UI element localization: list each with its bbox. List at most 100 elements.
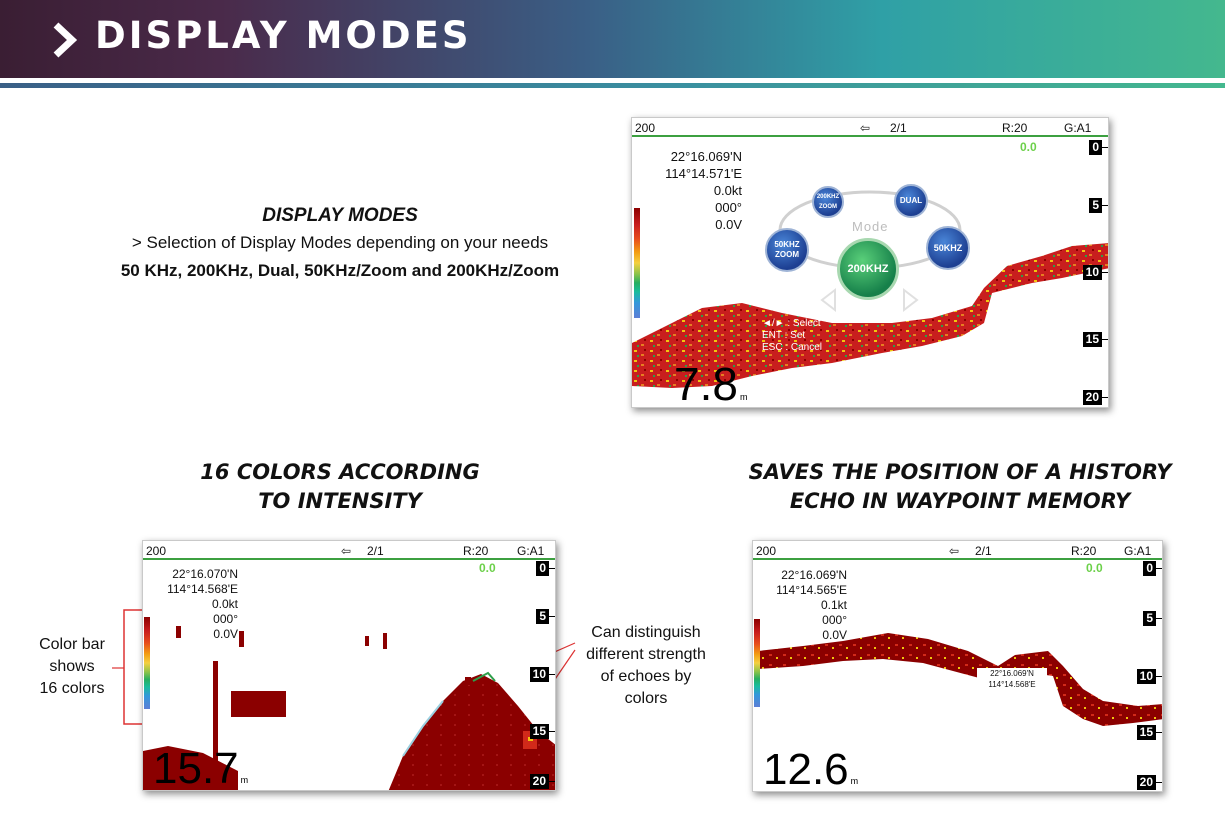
nav-info: 22°16.069'N 114°14.571'E 0.0kt 000° 0.0V [642, 148, 742, 233]
intro-description: > Selection of Display Modes depending o… [131, 233, 549, 252]
depth-value: 12.6 [763, 745, 849, 792]
gain-value: 0.0 [1020, 140, 1037, 154]
chevron-right-icon [53, 22, 78, 58]
depth-tick: 10 [1082, 265, 1108, 280]
frequency-label: 200 [756, 544, 777, 558]
key-hint: ◄/► : Select [762, 318, 821, 329]
depth-value: 15.7 [153, 744, 239, 791]
mode-50khz-zoom-button[interactable]: 50KHZ ZOOM [765, 228, 809, 272]
depth-tick: 0 [1089, 140, 1108, 155]
gain-value: 0.0 [479, 561, 496, 575]
latitude: 22°16.069'N [670, 149, 742, 164]
intro-title: DISPLAY MODES [262, 205, 418, 226]
latitude: 22°16.069'N [781, 568, 847, 582]
depth-tick: 5 [1089, 198, 1108, 213]
back-arrow-icon: ⇦ [341, 544, 352, 558]
mode-200khz-zoom-button[interactable]: 200KHZ ZOOM [812, 186, 844, 218]
depth-tick: 20 [1136, 775, 1162, 790]
mode-dual-button[interactable]: DUAL [894, 184, 928, 218]
page-indicator: 2/1 [367, 544, 384, 558]
depth-tick: 10 [529, 667, 555, 682]
range-label: R:20 [463, 544, 489, 558]
waypoint-longitude: 114°14.568'E [988, 680, 1036, 689]
intro-modes: 50 KHz, 200KHz, Dual, 50KHz/Zoom and 200… [120, 261, 560, 280]
back-arrow-icon: ⇦ [860, 121, 871, 135]
note-echo-strength: Can distinguish different strength of ec… [562, 622, 730, 710]
gain-label: G:A1 [517, 544, 545, 558]
gain-label: G:A1 [1064, 121, 1092, 135]
speed: 0.1kt [820, 598, 847, 612]
depth-unit: m [850, 776, 859, 786]
heading: 000° [715, 200, 742, 215]
heading: 000° [213, 612, 238, 626]
depth-unit: m [739, 392, 748, 402]
frequency-label: 200 [146, 544, 167, 558]
depth-tick: 5 [1143, 611, 1162, 626]
mode-50khz-button[interactable]: 50KHZ [926, 226, 970, 270]
echo-target [176, 626, 181, 638]
voltage: 0.0V [822, 628, 847, 642]
echo-target [365, 636, 369, 646]
note-line: Color bar [39, 636, 105, 653]
depth-readout: 15.7 m [153, 746, 248, 791]
gain-label: G:A1 [1124, 544, 1152, 558]
voltage: 0.0V [715, 217, 742, 232]
range-label: R:20 [1071, 544, 1097, 558]
header-banner: DISPLAY MODES [0, 0, 1225, 78]
sonar-screen-16-colors: 200 ⇦ 2/1 R:20 G:A1 0.0 22°16.070'N 114°… [142, 540, 556, 791]
depth-readout: 12.6 m [763, 747, 858, 792]
depth-tick: 0 [1143, 561, 1162, 576]
echo-graph [632, 243, 1108, 388]
caption-line: 16 COLORS ACCORDING [200, 460, 480, 484]
mode-200khz-button[interactable]: 200KHZ [837, 238, 899, 300]
gain-value: 0.0 [1086, 561, 1103, 575]
depth-tick: 20 [529, 774, 555, 789]
header-divider [0, 83, 1225, 88]
depth-readout: 7.8 m [674, 358, 748, 408]
depth-unit: m [240, 775, 249, 785]
speed: 0.0kt [211, 597, 238, 611]
echo-target [231, 691, 286, 717]
sonar-screen-waypoint: 200 ⇦ 2/1 R:20 G:A1 0.0 22°16.069'N 114°… [752, 540, 1163, 792]
longitude: 114°14.565'E [776, 583, 847, 597]
back-arrow-icon: ⇦ [949, 544, 960, 558]
depth-tick: 20 [1082, 390, 1108, 405]
depth-tick: 5 [536, 609, 555, 624]
note-line: shows [49, 658, 95, 675]
waypoint-popup: 22°16.069'N 114°14.568'E [977, 668, 1047, 690]
note-line: Can distinguish [591, 624, 701, 641]
heading: 000° [822, 613, 847, 627]
echo-target [383, 633, 387, 649]
caption-line: SAVES THE POSITION OF A HISTORY [748, 460, 1172, 484]
depth-tick: 15 [1082, 332, 1108, 347]
note-line: of echoes by [600, 668, 692, 685]
key-hints: ◄/► : Select ENT : Set ESC : Cancel [762, 318, 822, 354]
depth-tick: 10 [1136, 669, 1162, 684]
caption-colors: 16 COLORS ACCORDING TO INTENSITY [170, 458, 510, 516]
status-bar: 200 ⇦ 2/1 R:20 G:A1 [143, 541, 555, 560]
status-bar: 200 ⇦ 2/1 R:20 G:A1 [632, 118, 1108, 137]
depth-tick: 0 [536, 561, 555, 576]
color-bar [634, 208, 640, 318]
note-line: colors [624, 690, 668, 707]
nav-info: 22°16.070'N 114°14.568'E 0.0kt 000° 0.0V [143, 567, 238, 642]
page-indicator: 2/1 [975, 544, 992, 558]
note-line: 16 colors [39, 680, 105, 697]
page-indicator: 2/1 [890, 121, 907, 135]
depth-tick: 15 [1136, 725, 1162, 740]
arrow-left-icon [820, 287, 836, 313]
mode-menu-title: Mode [852, 219, 889, 234]
depth-value: 7.8 [674, 358, 738, 408]
speed: 0.0kt [713, 183, 742, 198]
status-bar: 200 ⇦ 2/1 R:20 G:A1 [753, 541, 1162, 560]
key-hint: ESC : Cancel [762, 342, 823, 353]
depth-tick: 15 [529, 724, 555, 739]
key-hint: ENT : Set [762, 330, 806, 341]
intro-block: DISPLAY MODES > Selection of Display Mod… [60, 203, 620, 285]
caption-line: ECHO IN WAYPOINT MEMORY [789, 489, 1131, 513]
echo-target [528, 737, 533, 741]
color-bar [144, 617, 150, 709]
caption-history: SAVES THE POSITION OF A HISTORY ECHO IN … [720, 458, 1200, 516]
longitude: 114°14.568'E [167, 582, 238, 596]
